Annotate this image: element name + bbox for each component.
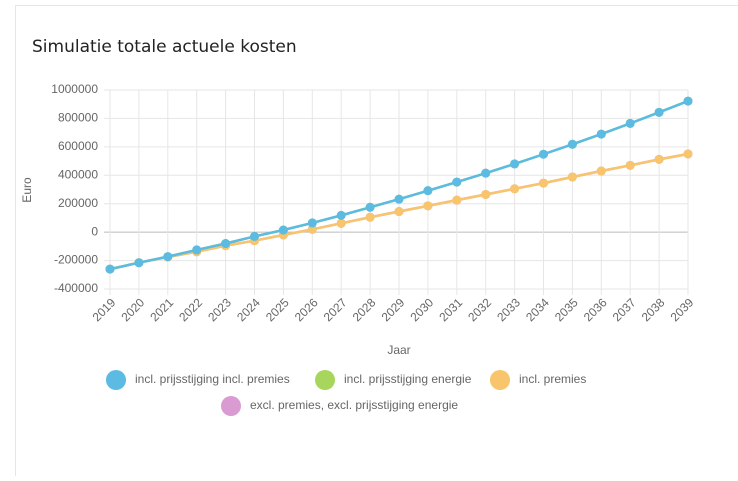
- data-point: [510, 159, 519, 168]
- y-tick-label: -200000: [54, 253, 98, 267]
- legend-swatch: [490, 370, 510, 390]
- data-point: [539, 150, 548, 159]
- data-point: [452, 178, 461, 187]
- data-point: [366, 203, 375, 212]
- data-point: [337, 219, 346, 228]
- data-point: [423, 201, 432, 210]
- data-point: [308, 218, 317, 227]
- data-point: [568, 172, 577, 181]
- data-point: [510, 184, 519, 193]
- data-point: [423, 186, 432, 195]
- data-point: [481, 169, 490, 178]
- y-tick-label: 0: [91, 224, 98, 238]
- legend-swatch: [106, 370, 126, 390]
- data-point: [568, 140, 577, 149]
- data-point: [481, 190, 490, 199]
- data-point: [192, 245, 201, 254]
- legend-swatch: [315, 370, 335, 390]
- data-point: [655, 155, 664, 164]
- legend-label: excl. premies, excl. prijsstijging energ…: [250, 398, 458, 412]
- legend-label: incl. prijsstijging incl. premies: [135, 372, 290, 386]
- data-point: [626, 119, 635, 128]
- x-axis-title: Jaar: [387, 343, 410, 357]
- data-point: [163, 252, 172, 261]
- data-point: [106, 265, 115, 274]
- data-point: [221, 239, 230, 248]
- data-point: [539, 179, 548, 188]
- legend-label: incl. prijsstijging energie: [344, 372, 472, 386]
- legend-label: incl. premies: [519, 372, 586, 386]
- legend-swatch: [221, 396, 241, 416]
- data-point: [597, 167, 606, 176]
- data-point: [684, 149, 693, 158]
- y-tick-label: 1000000: [51, 82, 98, 96]
- data-point: [279, 226, 288, 235]
- data-point: [452, 196, 461, 205]
- data-point: [395, 207, 404, 216]
- data-point: [597, 130, 606, 139]
- y-tick-label: 600000: [58, 139, 98, 153]
- y-tick-label: -400000: [54, 281, 98, 295]
- data-point: [366, 213, 375, 222]
- y-tick-label: 800000: [58, 111, 98, 125]
- data-point: [337, 211, 346, 220]
- data-point: [655, 108, 664, 117]
- chart-title: Simulatie totale actuele kosten: [32, 37, 297, 57]
- data-point: [684, 97, 693, 106]
- data-point: [134, 258, 143, 267]
- y-tick-label: 400000: [58, 167, 98, 181]
- data-point: [250, 232, 259, 241]
- data-point: [395, 195, 404, 204]
- y-axis-title: Euro: [20, 177, 34, 203]
- y-tick-label: 200000: [58, 196, 98, 210]
- data-point: [626, 161, 635, 170]
